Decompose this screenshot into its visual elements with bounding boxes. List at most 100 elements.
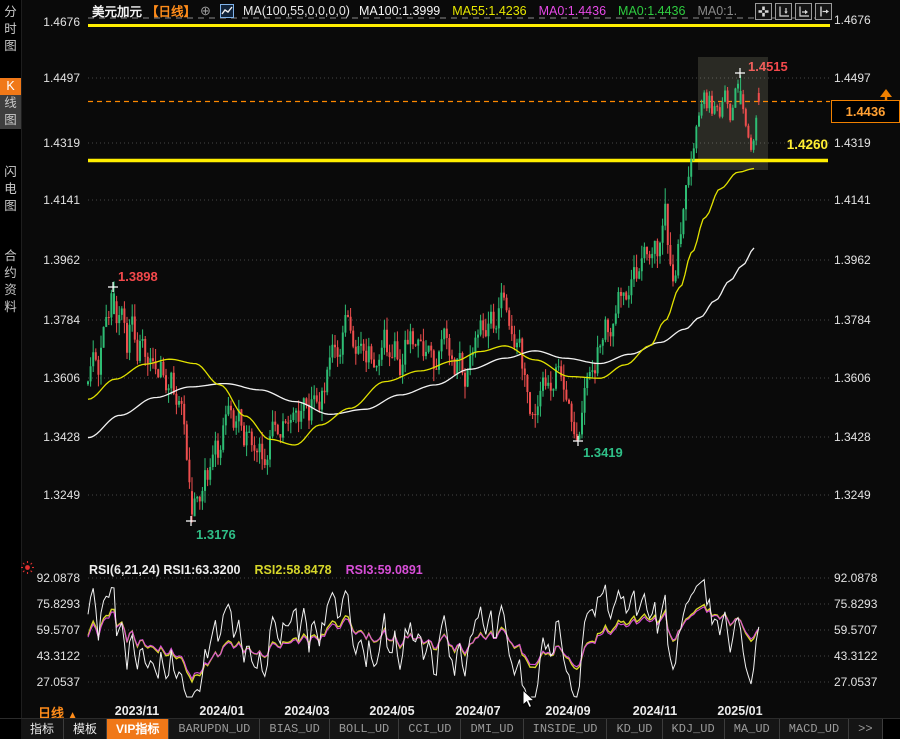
ma-value-label: MA55:1.4236 bbox=[452, 3, 527, 18]
date-axis-label: 2024/03 bbox=[284, 704, 330, 718]
price-axis-label: 1.3784 bbox=[43, 313, 80, 327]
rsi-header: RSI(6,21,24) RSI1:63.3200 RSI2:58.8478 R… bbox=[89, 563, 423, 577]
price-axis-label: 1.3784 bbox=[834, 313, 871, 327]
price-axis-label: 1.4319 bbox=[43, 136, 80, 150]
sidebar-tab-char: 时 bbox=[4, 22, 17, 36]
sidebar-tab-char: 资 bbox=[4, 283, 17, 297]
rsi-axis-label: 59.5707 bbox=[834, 623, 878, 637]
date-axis-label: 2024/09 bbox=[545, 704, 591, 718]
sidebar-tab-char: 合 bbox=[4, 249, 17, 263]
add-indicator-icon[interactable]: ⊕ bbox=[200, 2, 211, 18]
sidebar-tab-char: 图 bbox=[4, 39, 17, 53]
bottom-tab[interactable]: >> bbox=[849, 719, 883, 739]
move-tool-icon[interactable] bbox=[755, 3, 772, 20]
rsi-axis-label: 27.0537 bbox=[36, 675, 80, 689]
rsi-axis-label: 92.0878 bbox=[36, 571, 80, 585]
bottom-tab[interactable]: KD_UD bbox=[607, 719, 663, 739]
bottom-tab[interactable]: MACD_UD bbox=[779, 719, 850, 739]
rsi-axis-label: 43.3122 bbox=[36, 649, 80, 663]
rsi3-readout: RSI3:59.0891 bbox=[345, 563, 423, 577]
price-extreme-label: 1.4515 bbox=[748, 59, 788, 74]
bottom-tab[interactable]: BARUPDN_UD bbox=[169, 719, 261, 739]
bottom-tab[interactable]: 指标 bbox=[21, 719, 65, 739]
sidebar-tab-char: 线 bbox=[4, 96, 17, 110]
bottom-tab[interactable]: 模板 bbox=[64, 719, 108, 739]
price-axis-label: 1.3962 bbox=[834, 253, 871, 267]
bottom-tab[interactable]: CCI_UD bbox=[399, 719, 462, 739]
price-axis-label: 1.3249 bbox=[43, 488, 80, 502]
zoom-y-axis-icon[interactable] bbox=[775, 3, 792, 20]
price-axis-label: 1.3428 bbox=[834, 430, 871, 444]
date-axis-label: 2024/07 bbox=[455, 704, 501, 718]
bottom-tab[interactable]: BOLL_UD bbox=[329, 719, 400, 739]
sidebar-tab-char: 料 bbox=[4, 300, 17, 314]
price-extreme-label: 1.3176 bbox=[196, 527, 236, 542]
bottom-tab[interactable]: BIAS_UD bbox=[260, 719, 330, 739]
price-axis-label: 1.4676 bbox=[43, 15, 80, 29]
chevron-up-icon: ▲ bbox=[67, 710, 78, 721]
pan-right-icon[interactable] bbox=[815, 3, 832, 20]
bottom-tab[interactable]: KDJ_UD bbox=[662, 719, 725, 739]
price-axis-label: 1.4497 bbox=[834, 71, 871, 85]
ma-values: MA100:1.3999 MA55:1.4236 MA0:1.4436 MA0:1.4… bbox=[359, 4, 737, 18]
sidebar-tab-char: 图 bbox=[4, 199, 17, 213]
price-extreme-label: 1.3898 bbox=[118, 269, 158, 284]
sidebar-tab-time-share[interactable]: 分时图 bbox=[0, 4, 21, 55]
mouse-cursor bbox=[522, 690, 538, 710]
rsi-axis-label: 75.8293 bbox=[36, 597, 80, 611]
date-axis-label: 2024/01 bbox=[199, 704, 245, 718]
sidebar-tab-char: 约 bbox=[4, 266, 17, 280]
ma-value-label: MA0:1.4436 bbox=[538, 3, 607, 18]
bottom-bar: 指标 模板 VIP指标 BARUPDN_UD BIAS_UD BOLL_UD CCI_UD D… bbox=[0, 718, 900, 739]
price-axis-label: 1.3249 bbox=[834, 488, 871, 502]
sidebar-tab-char: 图 bbox=[4, 113, 17, 127]
chart-toolbar bbox=[755, 3, 832, 20]
date-axis-label: 2024/05 bbox=[369, 704, 415, 718]
price-axis-label: 1.4141 bbox=[43, 193, 80, 207]
period-selector-label: 日线 bbox=[38, 706, 65, 721]
bottom-tab[interactable]: MA_UD bbox=[724, 719, 780, 739]
rsi-axis-label: 27.0537 bbox=[834, 675, 878, 689]
zoom-x-axis-icon[interactable] bbox=[795, 3, 812, 20]
sidebar-tab-char: 分 bbox=[4, 5, 17, 19]
price-axis-label: 1.4497 bbox=[43, 71, 80, 85]
price-axis-label: 1.3962 bbox=[43, 253, 80, 267]
rsi-axis-label: 75.8293 bbox=[834, 597, 878, 611]
rsi1-readout: RSI(6,21,24) RSI1:63.3200 bbox=[89, 563, 241, 577]
chart-type-icon[interactable] bbox=[219, 3, 234, 18]
rsi-axis-label: 59.5707 bbox=[36, 623, 80, 637]
bottom-tab[interactable]: INSIDE_UD bbox=[523, 719, 608, 739]
sidebar-tab-lightning[interactable]: 闪电图 bbox=[0, 164, 21, 215]
sidebar-tab-char: K bbox=[0, 78, 21, 95]
price-axis-label: 1.4676 bbox=[834, 13, 871, 27]
support-level-label: 1.4260 bbox=[786, 137, 828, 152]
ma-value-label: MA0:1. bbox=[697, 3, 738, 18]
bottom-tab[interactable]: DMI_UD bbox=[461, 719, 524, 739]
rsi-axis-label: 92.0878 bbox=[834, 571, 878, 585]
sidebar-tab-char: 电 bbox=[4, 182, 17, 196]
price-axis-label: 1.3606 bbox=[43, 371, 80, 385]
date-axis-label: 2023/11 bbox=[114, 704, 160, 718]
indicator-alert-icon[interactable] bbox=[20, 560, 35, 575]
ma-value-label: MA0:1.4436 bbox=[618, 3, 686, 18]
symbol-name: 美元加元 bbox=[92, 5, 143, 19]
price-axis-label: 1.3428 bbox=[43, 430, 80, 444]
price-axis-label: 1.4319 bbox=[834, 136, 871, 150]
time-axis: 日线 ▲ 2023/11 2024/01 2024/03 2024/05 2024/07… bbox=[0, 703, 900, 722]
ma-settings-label: MA(100,55,0,0,0,0) bbox=[242, 3, 350, 18]
period-selector[interactable]: 日线 ▲ bbox=[38, 703, 78, 722]
bottom-tab[interactable]: VIP指标 bbox=[107, 719, 170, 739]
period-tag: 【日线】 bbox=[146, 5, 197, 19]
chart-header: 美元加元 【日线】 ⊕ MA(100,55,0,0,0,0) MA100:1.3… bbox=[92, 2, 737, 20]
current-price-box: 1.4436 bbox=[831, 100, 900, 123]
current-price-value: 1.4436 bbox=[845, 104, 886, 119]
rsi2-readout: RSI2:58.8478 bbox=[254, 563, 332, 577]
sidebar-tab-contract-info[interactable]: 合约资料 bbox=[0, 248, 21, 316]
ma-value-label: MA100:1.3999 bbox=[358, 3, 441, 18]
sidebar-tab-char: 闪 bbox=[4, 165, 17, 179]
rsi-axis-label: 43.3122 bbox=[834, 649, 878, 663]
